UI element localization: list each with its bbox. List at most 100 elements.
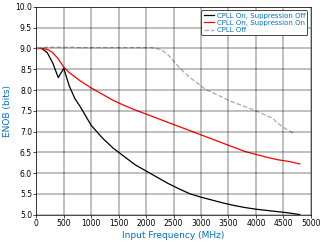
CPLL On, Suppression Off — [243, 206, 247, 209]
CPLL On, Suppression On — [287, 160, 291, 163]
CPLL On, Suppression On — [221, 142, 225, 145]
CPLL On, Suppression Off — [67, 84, 71, 87]
CPLL Off — [182, 71, 186, 74]
CPLL On, Suppression Off — [40, 47, 44, 50]
CPLL On, Suppression Off — [221, 201, 225, 204]
CPLL On, Suppression Off — [166, 182, 170, 185]
CPLL On, Suppression Off — [45, 51, 49, 54]
CPLL Off — [111, 46, 115, 49]
CPLL On, Suppression On — [78, 79, 82, 82]
CPLL On, Suppression On — [144, 113, 148, 116]
CPLL Off — [51, 46, 55, 49]
CPLL Off — [199, 84, 203, 87]
CPLL On, Suppression Off — [287, 211, 291, 214]
CPLL On, Suppression On — [73, 75, 77, 78]
CPLL On, Suppression On — [232, 146, 236, 149]
CPLL On, Suppression Off — [177, 187, 181, 190]
CPLL Off — [56, 46, 60, 49]
CPLL Off — [215, 94, 219, 96]
X-axis label: Input Frequency (MHz): Input Frequency (MHz) — [122, 231, 225, 240]
CPLL On, Suppression On — [133, 108, 137, 111]
CPLL On, Suppression Off — [73, 97, 77, 100]
CPLL Off — [204, 88, 208, 91]
CPLL On, Suppression Off — [144, 170, 148, 173]
CPLL Off — [67, 46, 71, 49]
CPLL Off — [144, 46, 148, 49]
CPLL On, Suppression Off — [100, 136, 104, 139]
CPLL On, Suppression Off — [199, 196, 203, 199]
CPLL On, Suppression On — [265, 156, 269, 159]
CPLL Off — [287, 129, 291, 132]
CPLL Off — [243, 105, 247, 108]
Line: CPLL Off: CPLL Off — [37, 47, 294, 134]
CPLL On, Suppression Off — [89, 124, 93, 127]
CPLL On, Suppression Off — [122, 155, 126, 158]
CPLL On, Suppression On — [89, 87, 93, 89]
CPLL Off — [232, 101, 236, 104]
CPLL On, Suppression On — [254, 153, 258, 156]
CPLL On, Suppression Off — [254, 208, 258, 211]
Line: CPLL On, Suppression Off: CPLL On, Suppression Off — [37, 49, 300, 215]
CPLL Off — [281, 126, 285, 129]
CPLL On, Suppression Off — [276, 210, 280, 213]
CPLL On, Suppression Off — [133, 163, 137, 166]
CPLL Off — [158, 48, 162, 51]
CPLL On, Suppression On — [56, 57, 60, 60]
CPLL On, Suppression Off — [51, 61, 55, 64]
CPLL On, Suppression On — [210, 138, 214, 140]
CPLL On, Suppression Off — [35, 47, 39, 50]
CPLL On, Suppression On — [188, 129, 192, 132]
CPLL Off — [84, 46, 88, 49]
CPLL On, Suppression Off — [37, 47, 41, 50]
CPLL Off — [254, 109, 258, 112]
CPLL On, Suppression On — [35, 47, 39, 50]
CPLL On, Suppression Off — [78, 105, 82, 108]
Y-axis label: ENOB (bits): ENOB (bits) — [4, 85, 12, 137]
CPLL On, Suppression On — [122, 104, 126, 107]
CPLL Off — [78, 46, 82, 49]
CPLL Off — [133, 46, 137, 49]
CPLL On, Suppression On — [37, 47, 41, 50]
CPLL Off — [237, 103, 241, 106]
CPLL On, Suppression On — [243, 150, 247, 153]
CPLL On, Suppression On — [111, 99, 115, 102]
CPLL On, Suppression On — [155, 117, 159, 120]
CPLL Off — [177, 66, 181, 69]
CPLL On, Suppression On — [45, 48, 49, 51]
CPLL On, Suppression Off — [232, 204, 236, 207]
CPLL Off — [276, 122, 280, 125]
Line: CPLL On, Suppression On: CPLL On, Suppression On — [37, 49, 300, 164]
CPLL Off — [40, 46, 44, 49]
CPLL On, Suppression Off — [265, 209, 269, 212]
CPLL Off — [73, 46, 77, 49]
CPLL Off — [45, 46, 49, 49]
CPLL On, Suppression On — [177, 125, 181, 128]
CPLL Off — [265, 114, 269, 117]
CPLL On, Suppression On — [51, 51, 55, 54]
CPLL Off — [292, 132, 296, 135]
CPLL On, Suppression Off — [56, 76, 60, 79]
CPLL On, Suppression Off — [62, 67, 66, 70]
CPLL Off — [210, 91, 214, 94]
CPLL Off — [150, 46, 154, 49]
CPLL Off — [271, 117, 274, 120]
CPLL On, Suppression On — [100, 93, 104, 96]
CPLL On, Suppression Off — [155, 176, 159, 179]
CPLL On, Suppression On — [276, 158, 280, 161]
CPLL Off — [62, 46, 66, 49]
CPLL Off — [260, 112, 263, 115]
CPLL Off — [89, 46, 93, 49]
CPLL On, Suppression On — [298, 163, 302, 165]
CPLL Off — [155, 47, 159, 50]
CPLL On, Suppression Off — [188, 192, 192, 195]
CPLL On, Suppression Off — [111, 147, 115, 150]
CPLL Off — [172, 60, 176, 62]
CPLL Off — [166, 53, 170, 56]
CPLL Off — [161, 49, 165, 52]
CPLL Off — [221, 96, 225, 99]
CPLL On, Suppression On — [166, 121, 170, 124]
CPLL On, Suppression On — [199, 133, 203, 136]
CPLL On, Suppression Off — [298, 213, 302, 216]
CPLL Off — [188, 76, 192, 79]
CPLL Off — [226, 99, 230, 102]
